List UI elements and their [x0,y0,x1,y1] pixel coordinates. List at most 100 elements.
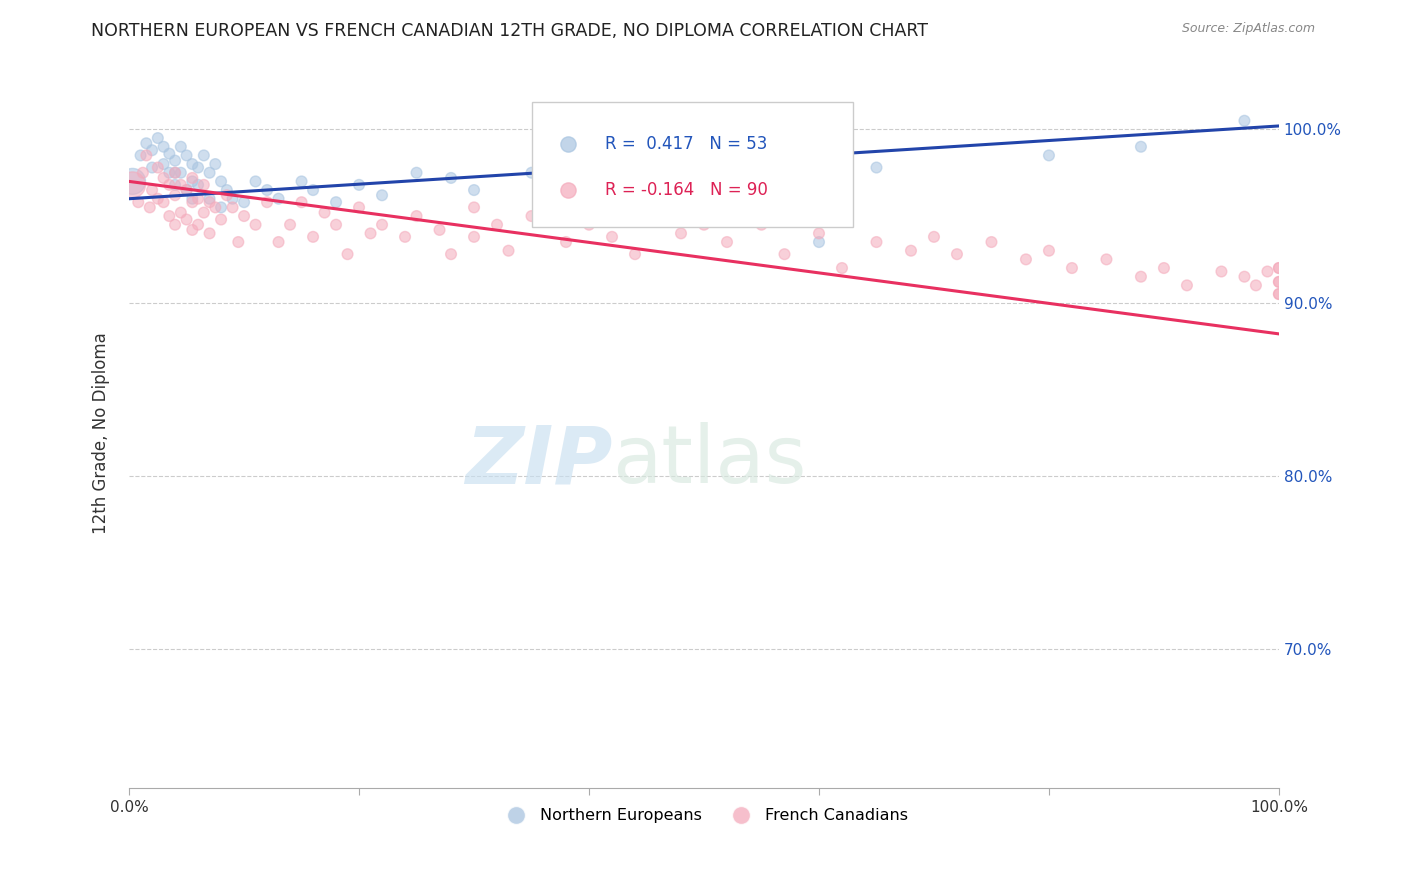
Point [807,227,830,241]
Point [256,195,278,210]
Point [187,161,209,175]
Point [716,235,738,249]
Point [600,230,623,244]
Point [215,188,238,202]
Point [204,201,226,215]
Point [278,218,301,232]
Point [1129,269,1152,284]
Text: R =  0.417   N = 53: R = 0.417 N = 53 [605,135,768,153]
Point [1211,264,1233,278]
Text: R = -0.164   N = 90: R = -0.164 N = 90 [605,181,768,199]
Point [146,161,169,175]
Point [135,136,157,151]
Point [405,166,427,180]
Point [209,201,232,215]
Point [152,157,174,171]
Point [1095,252,1118,267]
Point [463,183,485,197]
Point [176,183,198,197]
Point [463,230,485,244]
Point [624,247,647,261]
Point [157,209,180,223]
Point [165,218,187,232]
Point [198,192,221,206]
Point [256,183,278,197]
Point [193,178,215,192]
Point [193,148,215,162]
Point [141,161,163,175]
Point [751,153,773,168]
Point [245,174,267,188]
Point [669,227,692,241]
Point [170,166,193,180]
Point [157,178,180,192]
Point [176,148,198,162]
Point [198,195,221,210]
Point [141,143,163,157]
Point [578,218,600,232]
Point [1038,244,1060,258]
Point [121,174,143,188]
Y-axis label: 12th Grade, No Diploma: 12th Grade, No Diploma [93,332,110,533]
Point [181,174,204,188]
Point [176,183,198,197]
Text: ZIP: ZIP [464,422,612,500]
Point [463,201,485,215]
Point [141,183,163,197]
Point [165,166,187,180]
Point [807,235,830,249]
Point [170,205,193,219]
Point [181,157,204,171]
Point [209,174,232,188]
Point [1175,278,1198,293]
Point [165,178,187,192]
Point [176,212,198,227]
Point [193,205,215,219]
Point [146,131,169,145]
Point [347,178,370,192]
Point [371,218,394,232]
Point [1060,260,1083,275]
Point [152,140,174,154]
Text: atlas: atlas [612,422,807,500]
Point [132,166,155,180]
Point [198,227,221,241]
Legend: Northern Europeans, French Canadians: Northern Europeans, French Canadians [494,802,915,830]
Point [1244,278,1267,293]
Point [555,235,578,249]
Point [520,209,543,223]
Point [336,247,359,261]
Point [520,166,543,180]
Point [267,235,290,249]
Point [498,244,520,258]
Point [221,192,243,206]
Point [181,192,204,206]
Point [1268,260,1291,275]
Point [129,148,152,162]
Point [405,209,427,223]
Point [1256,264,1278,278]
Point [267,192,290,206]
Point [139,201,162,215]
Point [1268,275,1291,289]
Point [165,153,187,168]
Point [1268,287,1291,301]
Point [865,161,887,175]
Point [440,170,463,185]
Point [773,247,796,261]
Text: Source: ZipAtlas.com: Source: ZipAtlas.com [1181,22,1315,36]
Point [600,174,623,188]
Point [127,195,149,210]
Point [204,157,226,171]
Point [785,192,807,206]
Point [233,209,256,223]
Point [187,218,209,232]
Point [394,230,416,244]
FancyBboxPatch shape [531,103,853,227]
Point [429,223,451,237]
Point [325,218,347,232]
Point [946,247,969,261]
Point [146,192,169,206]
Point [215,183,238,197]
Point [152,195,174,210]
